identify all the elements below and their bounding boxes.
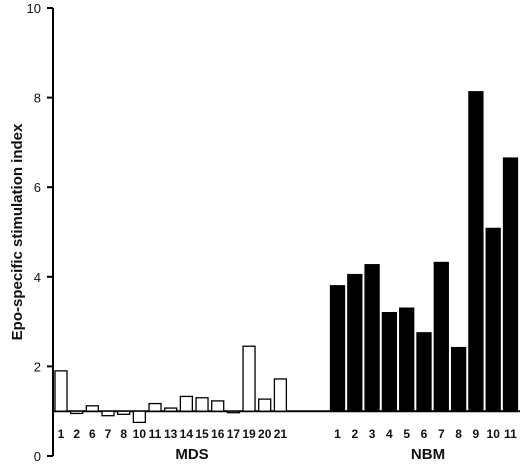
mds-category-label: 16 [211, 427, 225, 441]
y-tick-label: 10 [27, 1, 41, 16]
group-label-mds: MDS [175, 446, 208, 463]
mds-category-label: 21 [274, 427, 288, 441]
mds-bar [70, 410, 84, 415]
nbm-bar [347, 273, 363, 412]
mds-category-label: 20 [258, 427, 272, 441]
y-axis-label: Epo-specific stimulation index [9, 123, 26, 340]
nbm-bar [381, 311, 398, 412]
nbm-bar [433, 261, 449, 412]
mds-bar [258, 398, 272, 412]
nbm-category-label: 5 [403, 427, 410, 441]
nbm-category-label: 4 [386, 427, 393, 441]
mds-category-label: 6 [89, 427, 96, 441]
mds-category-label: 13 [164, 427, 178, 441]
mds-bar [273, 378, 288, 412]
mds-category-label: 11 [149, 427, 162, 441]
mds-category-label: 19 [242, 427, 256, 441]
nbm-category-label: 11 [504, 427, 517, 441]
y-tick-label: 2 [34, 359, 41, 374]
nbm-bar [485, 227, 501, 412]
mds-category-label: 1 [58, 427, 65, 441]
y-tick-label: 4 [34, 270, 41, 285]
mds-category-label: 14 [180, 427, 194, 441]
category-labels: 1 2 6 7 8 10 11 13 14 15 16 17 19 20 21 1 2 3 4 5 6 7 8 9 10 11 [58, 427, 518, 441]
mds-bar [117, 410, 131, 415]
mds-bar [179, 395, 194, 412]
nbm-category-label: 10 [487, 427, 501, 441]
nbm-bar [399, 307, 415, 412]
mds-bar [211, 400, 225, 412]
mds-bar [148, 402, 162, 412]
nbm-category-label: 8 [455, 427, 462, 441]
mds-bar [242, 345, 256, 412]
nbm-category-label: 9 [473, 427, 480, 441]
nbm-category-label: 6 [421, 427, 428, 441]
mds-bar [164, 407, 178, 412]
mds-category-label: 7 [105, 427, 112, 441]
nbm-category-label: 3 [369, 427, 376, 441]
y-tick-label: 0 [34, 449, 41, 464]
nbm-category-label: 7 [438, 427, 445, 441]
mds-bar [101, 410, 115, 417]
mds-bar [132, 410, 147, 424]
nbm-bar [450, 346, 467, 412]
y-tick-label: 6 [34, 180, 41, 195]
mds-category-label: 10 [133, 427, 147, 441]
nbm-bar [364, 264, 380, 412]
nbm-bar [329, 285, 346, 412]
nbm-bar [416, 332, 432, 412]
mds-bar [85, 405, 99, 412]
y-tick-label: 8 [34, 91, 41, 106]
nbm-bar [468, 91, 484, 412]
bars [53, 91, 520, 424]
mds-category-label: 15 [195, 427, 209, 441]
mds-category-label: 17 [227, 427, 241, 441]
mds-category-label: 8 [120, 427, 127, 441]
mds-bar [195, 397, 209, 412]
nbm-bar [502, 157, 519, 412]
group-label-nbm: NBM [411, 446, 445, 463]
nbm-category-label: 1 [334, 427, 341, 441]
mds-bar [226, 410, 241, 414]
nbm-category-label: 2 [351, 427, 358, 441]
mds-bar [54, 370, 68, 412]
group-labels: MDS NBM [175, 446, 445, 463]
mds-category-label: 2 [73, 427, 80, 441]
y-axis-ticks: 0 2 4 6 8 10 [27, 1, 53, 464]
